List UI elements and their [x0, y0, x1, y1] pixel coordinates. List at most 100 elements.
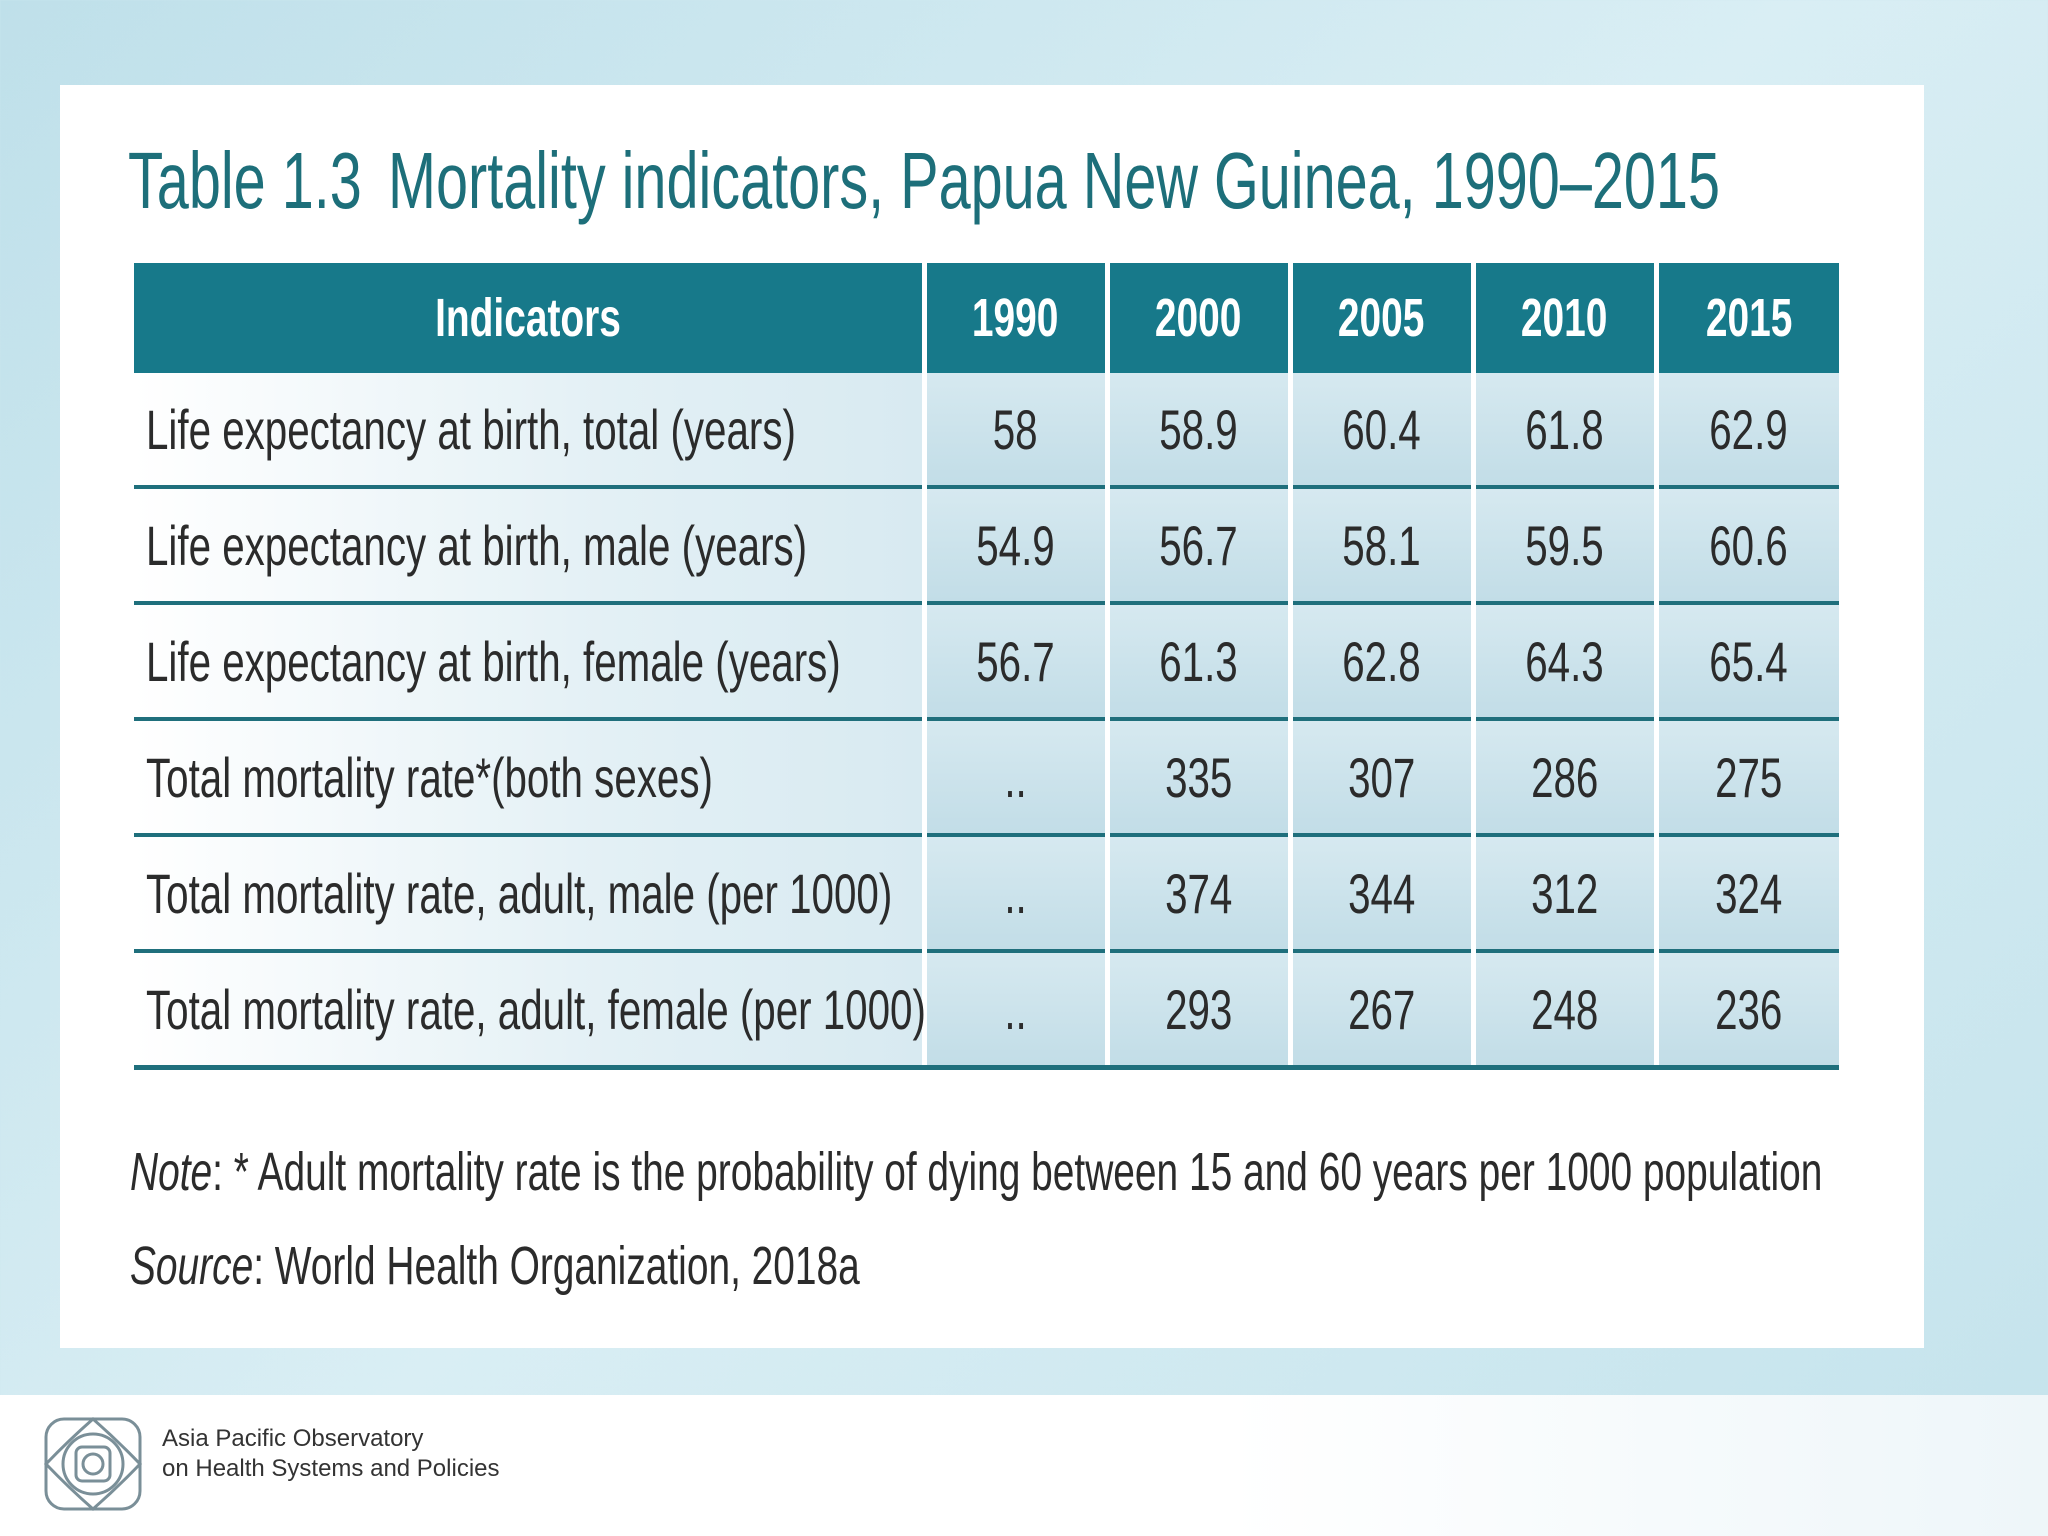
table-row: Total mortality rate*(both sexes).. 335 30…: [134, 719, 1839, 837]
column-header-text: 2010: [1521, 288, 1608, 348]
cell: 56.7: [921, 603, 1107, 721]
cell: 58.1: [1287, 487, 1473, 605]
header-row: Indicators 1990 2000 2005 2010 2015: [134, 263, 1839, 373]
column-header-text: 1990: [972, 288, 1059, 348]
cell: 324: [1653, 835, 1839, 953]
cell: 267: [1287, 951, 1473, 1070]
cell: 61.8: [1470, 373, 1656, 489]
cell-text: 293: [1164, 977, 1233, 1041]
cell: 307: [1287, 719, 1473, 837]
logo: [43, 1417, 143, 1511]
row-label: Total mortality rate, adult, female (per…: [134, 951, 926, 1070]
cell-text: 286: [1530, 745, 1599, 809]
column-header: 1990: [921, 263, 1107, 373]
cell: 59.5: [1470, 487, 1656, 605]
cell: ..: [921, 835, 1107, 953]
cell-text: 335: [1164, 745, 1233, 809]
cell: 58: [921, 373, 1107, 489]
source-line: Source: World Health Organization, 2018a: [130, 1219, 860, 1313]
cell-text: 61.3: [1159, 629, 1238, 693]
column-header-text: 2015: [1705, 288, 1792, 348]
cell-text: 64.3: [1525, 629, 1604, 693]
cell: 248: [1470, 951, 1656, 1070]
source-label: Source: [130, 1236, 254, 1296]
cell: 61.3: [1104, 603, 1290, 721]
cell: 62.9: [1653, 373, 1839, 489]
row-label-text: Total mortality rate, adult, female (per…: [146, 977, 926, 1041]
cell: 60.4: [1287, 373, 1473, 489]
cell: 65.4: [1653, 603, 1839, 721]
data-table: Indicators 1990 2000 2005 2010 2015 Life expe…: [134, 263, 1839, 1070]
footer-line: Asia Pacific Observatory: [162, 1425, 424, 1452]
row-label: Life expectancy at birth, female (years): [134, 603, 924, 721]
slide-panel: Table 1.3 Mortality indicators, Papua New…: [60, 85, 1924, 1348]
cell-text: 54.9: [976, 513, 1055, 577]
cell-text: 65.4: [1709, 629, 1788, 693]
cell-text: 248: [1530, 977, 1599, 1041]
cell-text: 344: [1347, 861, 1416, 925]
table-row: Total mortality rate, adult, male (per 1…: [134, 835, 1839, 953]
row-label-text: Total mortality rate, adult, male (per 1…: [146, 861, 893, 925]
cell: 62.8: [1287, 603, 1473, 721]
cell: 58.9: [1104, 373, 1290, 489]
footer-line: on Health Systems and Policies: [162, 1455, 500, 1482]
cell-text: 61.8: [1525, 397, 1604, 461]
cell-text: 236: [1715, 977, 1783, 1041]
title: Table 1.3 Mortality indicators, Papua New…: [128, 135, 2048, 227]
cell: 312: [1470, 835, 1656, 953]
cell-text: 58.1: [1342, 513, 1421, 577]
cell-text: 62.8: [1342, 629, 1421, 693]
footer: Asia Pacific Observatory on Health Syste…: [0, 1395, 2048, 1536]
cell: 374: [1104, 835, 1290, 953]
cell: ..: [921, 719, 1107, 837]
cell: 293: [1104, 951, 1290, 1070]
column-header: Indicators: [134, 263, 924, 373]
cell: 286: [1470, 719, 1656, 837]
cell-text: ..: [1004, 745, 1027, 809]
cell-text: 312: [1530, 861, 1599, 925]
cell: 64.3: [1470, 603, 1656, 721]
cell: 236: [1653, 951, 1839, 1070]
cell-text: 58: [993, 397, 1038, 461]
note-text: : * Adult mortality rate is the probabil…: [212, 1142, 1823, 1202]
cell-text: 62.9: [1709, 397, 1788, 461]
cell-text: 56.7: [1159, 513, 1238, 577]
cell: 56.7: [1104, 487, 1290, 605]
row-label-text: Total mortality rate*(both sexes): [146, 745, 713, 809]
column-header: 2010: [1470, 263, 1656, 373]
cell-text: 59.5: [1525, 513, 1604, 577]
column-header: 2000: [1104, 263, 1290, 373]
column-header-text: 2005: [1338, 288, 1425, 348]
cell-text: 307: [1347, 745, 1416, 809]
table-row: Life expectancy at birth, female (years)…: [134, 603, 1839, 721]
cell-text: 324: [1715, 861, 1783, 925]
row-label: Total mortality rate*(both sexes): [134, 719, 924, 837]
cell-text: 374: [1164, 861, 1233, 925]
cell-text: ..: [1004, 861, 1027, 925]
table-title: Mortality indicators, Papua New Guinea, …: [388, 136, 1720, 225]
cell: 275: [1653, 719, 1839, 837]
table-number: Table 1.3: [128, 136, 362, 225]
cell-text: 267: [1347, 977, 1416, 1041]
column-header: 2005: [1287, 263, 1473, 373]
note-line: Note: * Adult mortality rate is the prob…: [130, 1125, 1822, 1219]
row-label: Total mortality rate, adult, male (per 1…: [134, 835, 924, 953]
note-label: Note: [130, 1142, 213, 1202]
table-row: Life expectancy at birth, total (years) 5…: [134, 373, 1839, 489]
table-row: Life expectancy at birth, male (years) 54…: [134, 487, 1839, 605]
cell-text: ..: [1004, 977, 1027, 1041]
cell-text: 60.4: [1342, 397, 1421, 461]
column-header: 2015: [1653, 263, 1839, 373]
column-header-text: Indicators: [434, 288, 621, 348]
cell-text: 56.7: [976, 629, 1055, 693]
cell-text: 60.6: [1709, 513, 1788, 577]
cell: 344: [1287, 835, 1473, 953]
row-label: Life expectancy at birth, total (years): [134, 373, 924, 489]
row-label-text: Life expectancy at birth, male (years): [146, 513, 808, 577]
cell: 54.9: [921, 487, 1107, 605]
row-label-text: Life expectancy at birth, total (years): [146, 397, 796, 461]
table-row: Total mortality rate, adult, female (per…: [134, 951, 1839, 1070]
cell-text: 58.9: [1159, 397, 1238, 461]
notes: Note: * Adult mortality rate is the prob…: [130, 1125, 2048, 1313]
cell-text: 275: [1715, 745, 1783, 809]
